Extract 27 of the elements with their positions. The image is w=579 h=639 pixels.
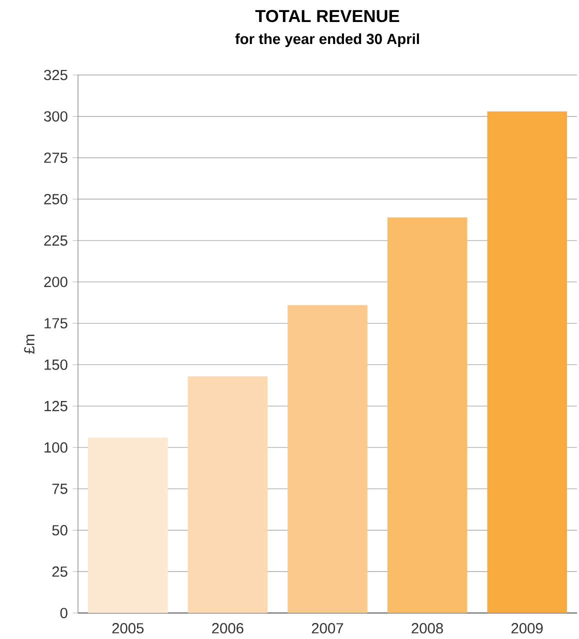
- bar: [387, 217, 468, 613]
- y-tick-label: 75: [52, 484, 68, 494]
- y-tick-label: 250: [44, 194, 68, 204]
- x-tick-label: 2009: [512, 623, 543, 634]
- y-tick-label: 100: [44, 442, 68, 453]
- y-axis-title: £m: [24, 334, 34, 354]
- y-tick-label: 150: [44, 360, 68, 370]
- y-tick-label: 175: [44, 318, 68, 328]
- y-tick-label: 275: [44, 152, 68, 163]
- bar: [288, 305, 368, 613]
- chart-subtitle: for the year ended 30 April: [235, 33, 419, 48]
- y-tick-label: 25: [52, 566, 68, 577]
- y-tick-label: 225: [44, 235, 68, 246]
- y-tick-label: 50: [52, 525, 68, 536]
- x-tick-label: 2007: [312, 623, 344, 634]
- bar: [88, 438, 168, 613]
- bar: [487, 111, 568, 613]
- x-tick-label: 2006: [212, 623, 244, 634]
- chart-title: TOTAL REVENUE: [255, 10, 400, 22]
- y-tick-label: 0: [60, 608, 68, 618]
- y-tick-label: 300: [44, 111, 68, 122]
- bar: [188, 376, 268, 613]
- y-tick-label: 325: [44, 70, 68, 80]
- x-tick-label: 2008: [412, 623, 443, 634]
- x-tick-label: 2005: [112, 623, 144, 634]
- y-tick-label: 125: [44, 400, 68, 412]
- y-tick-label: 200: [44, 276, 68, 288]
